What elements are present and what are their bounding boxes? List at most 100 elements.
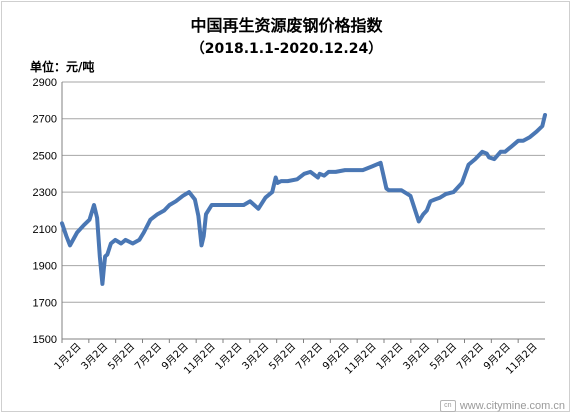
x-tick-label: 3月2日	[79, 341, 111, 373]
data-point	[231, 204, 233, 206]
data-point	[434, 198, 436, 201]
y-tick-label: 2300	[33, 187, 57, 199]
y-tick-label: 2100	[33, 224, 57, 236]
series-layer	[60, 113, 547, 286]
x-tick-label: 5月2日	[106, 341, 138, 373]
data-point	[96, 217, 98, 219]
data-point	[323, 174, 326, 177]
data-point	[188, 191, 190, 193]
gridlines	[62, 81, 545, 303]
data-point	[445, 193, 447, 195]
x-tick-label: 7月2日	[454, 341, 486, 373]
y-tick-labels: 1500 1700 1900 2100 2300 2500 2700 2900	[33, 77, 57, 346]
citymine-logo-icon: cn	[439, 400, 456, 412]
x-tick-label: 7月2日	[293, 341, 325, 373]
data-point	[296, 178, 298, 181]
data-point	[544, 114, 546, 116]
data-point	[452, 191, 455, 193]
data-point	[317, 176, 319, 179]
data-point	[529, 136, 531, 138]
data-point	[309, 171, 312, 173]
data-point	[409, 195, 412, 197]
data-point	[93, 204, 95, 206]
data-point	[103, 268, 105, 271]
data-point	[522, 139, 524, 142]
data-point	[385, 187, 388, 190]
watermark-text: www.citymine.com.cn	[459, 400, 565, 412]
data-point	[223, 204, 225, 206]
y-tick-label: 1500	[33, 334, 57, 346]
data-point	[163, 209, 165, 212]
data-point	[205, 213, 207, 215]
data-point	[493, 158, 496, 160]
data-point	[439, 196, 441, 199]
x-tick-label: 3月2日	[240, 341, 272, 373]
data-point	[426, 209, 428, 212]
data-point	[249, 200, 251, 203]
data-point	[379, 162, 382, 164]
x-tick-label: 5月2日	[267, 341, 299, 373]
data-point	[65, 235, 68, 237]
y-tick-label: 1700	[33, 297, 57, 309]
data-point	[76, 231, 78, 234]
data-point	[327, 171, 330, 173]
data-point	[138, 239, 141, 241]
data-point	[286, 180, 289, 182]
data-point	[88, 218, 91, 221]
data-point	[143, 231, 145, 234]
data-point	[101, 283, 104, 285]
data-point	[344, 169, 346, 171]
x-tick-label: 5月2日	[428, 341, 460, 373]
data-point	[371, 165, 374, 168]
x-tick-labels: 1月2日3月2日5月2日7月2日9月2日11月2日1月2日3月2日5月2日7月2…	[52, 341, 540, 377]
data-point	[318, 173, 321, 175]
data-point	[149, 218, 152, 221]
data-point	[124, 239, 127, 241]
data-point	[352, 169, 355, 171]
x-tick-label: 3月2日	[401, 341, 433, 373]
watermark: cn www.citymine.com.cn	[439, 400, 565, 412]
data-point	[481, 151, 484, 153]
data-point	[362, 169, 364, 171]
y-tick-label: 2900	[33, 77, 57, 89]
data-point	[388, 189, 390, 192]
data-point	[474, 158, 477, 160]
data-point	[69, 244, 71, 247]
data-point	[274, 176, 277, 179]
data-point	[486, 152, 488, 155]
data-point	[194, 198, 196, 201]
data-point	[535, 130, 538, 133]
price-index-line	[60, 113, 547, 286]
axes	[61, 82, 545, 343]
data-point	[131, 242, 134, 245]
data-point	[217, 204, 220, 206]
chart-subtitle: （2018.1.1-2020.12.24）	[190, 41, 383, 57]
data-point	[429, 200, 432, 203]
data-point	[280, 180, 282, 182]
x-tick-label: 1月2日	[213, 341, 245, 373]
data-point	[83, 224, 85, 226]
y-tick-label: 2500	[33, 150, 57, 162]
data-point	[264, 196, 267, 199]
data-point	[422, 213, 425, 215]
data-point	[156, 213, 159, 215]
data-point	[271, 191, 274, 193]
data-point	[99, 255, 101, 258]
data-point	[488, 156, 490, 159]
x-tick-label: 7月2日	[132, 341, 164, 373]
data-point	[210, 204, 213, 206]
data-point	[257, 207, 260, 210]
data-point	[175, 200, 177, 203]
data-point	[114, 239, 117, 241]
chart-title: 中国再生资源废钢价格指数	[190, 16, 383, 35]
data-point	[276, 182, 279, 184]
data-point	[400, 189, 403, 192]
data-point	[120, 242, 122, 245]
data-point	[541, 125, 544, 127]
data-point	[197, 215, 200, 217]
data-point	[182, 195, 184, 197]
data-point	[510, 145, 513, 148]
unit-label: 单位：元/吨	[30, 60, 95, 74]
